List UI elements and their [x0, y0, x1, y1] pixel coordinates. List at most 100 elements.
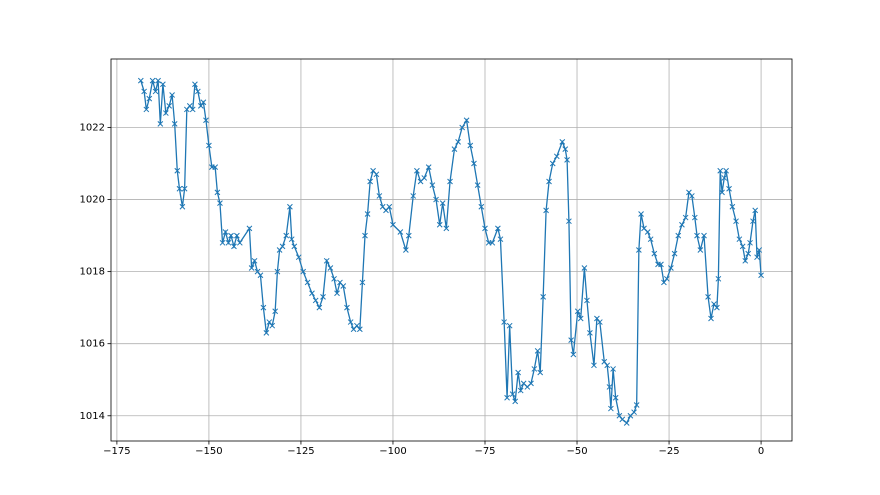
marker	[549, 160, 556, 167]
marker	[421, 175, 428, 181]
marker	[619, 416, 626, 423]
marker	[591, 362, 597, 369]
x-tick-label: −50	[566, 446, 587, 457]
marker	[745, 250, 752, 257]
marker	[356, 326, 363, 333]
marker	[359, 279, 366, 286]
marker	[747, 239, 753, 246]
marker	[160, 81, 166, 88]
marker	[260, 304, 267, 311]
marker	[334, 290, 340, 297]
marker	[263, 330, 270, 336]
marker	[750, 218, 756, 225]
plot	[137, 77, 764, 426]
marker	[489, 239, 496, 246]
grid	[111, 59, 792, 441]
marker	[459, 124, 466, 131]
marker	[638, 211, 644, 217]
marker	[179, 203, 186, 210]
marker	[390, 221, 396, 228]
marker	[166, 102, 173, 109]
marker	[651, 250, 658, 257]
x-tick-label: 0	[758, 446, 764, 457]
marker	[362, 232, 368, 239]
marker	[347, 319, 354, 325]
marker	[501, 319, 507, 325]
marker	[214, 189, 221, 196]
x-tick-label: −75	[474, 446, 495, 457]
marker	[162, 110, 169, 116]
marker	[531, 366, 538, 372]
marker	[697, 247, 704, 253]
marker	[647, 236, 654, 243]
marker	[222, 229, 229, 235]
marker	[506, 322, 513, 329]
y-tick-label: 1014	[80, 411, 105, 422]
marker	[540, 293, 547, 300]
x-tick-label: −175	[103, 446, 130, 457]
marker	[288, 236, 295, 243]
marker	[671, 250, 678, 257]
marker	[439, 200, 446, 207]
marker	[373, 171, 380, 178]
marker	[596, 319, 603, 325]
marker	[512, 398, 519, 405]
marker	[758, 272, 764, 279]
marker	[606, 384, 613, 390]
marker	[612, 394, 619, 401]
marker	[312, 297, 319, 304]
marker	[295, 254, 302, 261]
marker	[568, 337, 574, 343]
y-tick-label: 1016	[80, 339, 105, 350]
marker	[200, 99, 207, 106]
marker	[471, 160, 477, 167]
marker	[405, 232, 412, 239]
marker	[463, 117, 470, 124]
marker	[425, 164, 432, 170]
marker	[546, 178, 552, 185]
axes: −175 −150 −125 −100 −75 −50 −25 0 1014 1016 1018 10…	[80, 122, 765, 457]
marker	[344, 304, 350, 311]
x-tick-label: −125	[287, 446, 314, 457]
marker	[443, 225, 450, 232]
marker	[694, 232, 700, 239]
marker	[451, 146, 458, 152]
marker	[708, 315, 714, 322]
marker	[447, 178, 453, 185]
marker	[283, 232, 290, 239]
marker	[436, 221, 443, 228]
marker	[246, 225, 253, 232]
marker	[429, 182, 436, 188]
marker	[608, 405, 614, 412]
y-tick-label: 1022	[80, 122, 105, 133]
x-tick-label: −25	[658, 446, 679, 457]
marker	[742, 257, 749, 264]
marker	[584, 297, 590, 304]
x-tick-label: −100	[379, 446, 406, 457]
marker	[414, 167, 420, 174]
marker	[717, 167, 724, 174]
marker	[610, 366, 616, 372]
marker	[636, 247, 642, 253]
marker	[316, 304, 323, 311]
marker	[323, 257, 330, 264]
marker	[515, 369, 521, 376]
marker	[287, 203, 293, 210]
marker	[403, 247, 409, 253]
marker	[367, 178, 374, 185]
marker	[141, 88, 147, 95]
marker	[272, 308, 279, 315]
marker	[467, 142, 474, 149]
marker	[553, 153, 560, 160]
marker	[633, 402, 640, 408]
marker	[320, 293, 326, 300]
marker	[562, 146, 569, 152]
marker	[658, 261, 664, 268]
marker	[679, 221, 685, 228]
marker	[274, 268, 281, 275]
marker	[376, 193, 383, 199]
marker	[604, 362, 611, 369]
marker	[517, 387, 524, 394]
marker	[534, 348, 541, 354]
marker	[143, 106, 150, 113]
